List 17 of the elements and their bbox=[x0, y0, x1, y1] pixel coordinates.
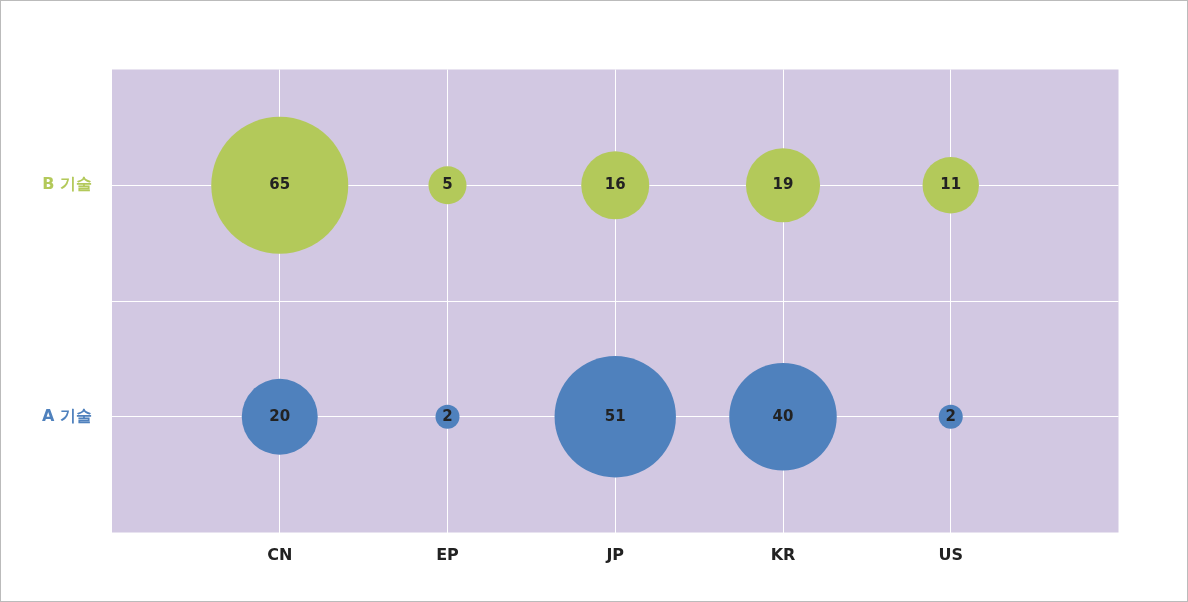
category-label: US bbox=[938, 545, 964, 565]
category-label: KR bbox=[770, 545, 796, 565]
data-label: 51 bbox=[604, 406, 626, 425]
data-label: 16 bbox=[604, 175, 626, 194]
data-label: 2 bbox=[442, 406, 453, 425]
data-label: 20 bbox=[269, 406, 291, 425]
data-label: 19 bbox=[772, 175, 794, 194]
text: A 기술 bbox=[42, 405, 92, 425]
data-label: 65 bbox=[269, 175, 291, 194]
category-label: EP bbox=[436, 545, 460, 565]
category-label: JP bbox=[605, 545, 625, 565]
data-label: 2 bbox=[945, 406, 956, 425]
data-label: 11 bbox=[940, 175, 962, 194]
data-label: 40 bbox=[772, 406, 794, 425]
data-label: 5 bbox=[442, 175, 453, 194]
text: B 기술 bbox=[42, 174, 92, 194]
category-label: CN bbox=[267, 545, 293, 565]
